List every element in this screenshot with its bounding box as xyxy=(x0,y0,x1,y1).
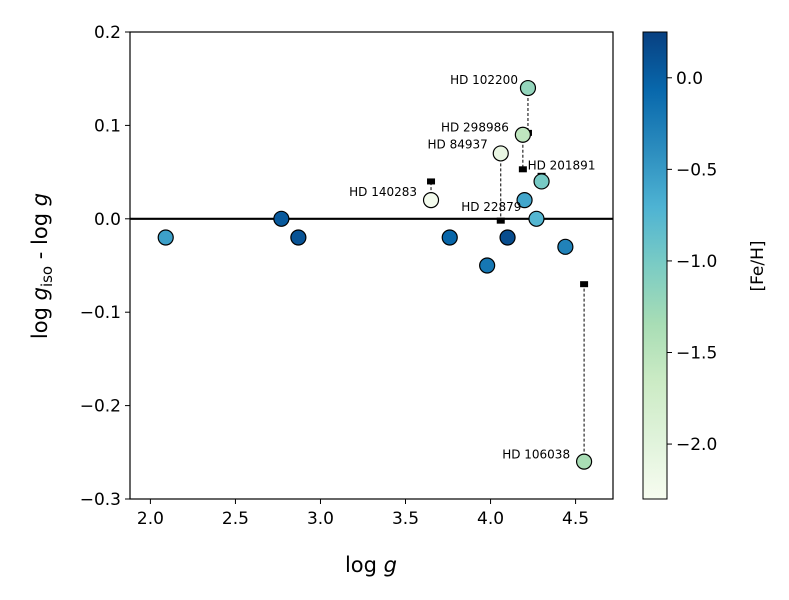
x-tick-label: 2.5 xyxy=(222,509,249,529)
data-point xyxy=(492,145,509,162)
data-point xyxy=(422,192,440,209)
y-tick-layer: 0.2 0.1 0.0 −0.1 −0.2 −0.3 xyxy=(80,23,130,510)
y-tick-label: 0.1 xyxy=(94,116,121,136)
y-axis-title-mid: - log xyxy=(28,206,52,266)
data-point xyxy=(533,173,550,190)
colorbar-tick-label: −2.0 xyxy=(676,435,717,455)
y-tick-label: −0.2 xyxy=(80,397,121,417)
colorbar-tick-label: −1.0 xyxy=(676,252,717,272)
y-tick-label: −0.3 xyxy=(80,490,121,510)
star-annotation: HD 106038 xyxy=(502,448,570,462)
data-point xyxy=(479,257,496,274)
colorbar-tick-label: −0.5 xyxy=(676,160,717,180)
x-tick-label: 3.5 xyxy=(392,509,419,529)
y-axis-title: log giso - log g xyxy=(28,193,56,339)
data-point xyxy=(516,192,533,209)
x-tick-label: 4.5 xyxy=(562,509,589,529)
x-tick-layer: 2.0 2.5 3.0 3.5 4.0 4.5 xyxy=(137,499,589,529)
iso-marker xyxy=(580,281,589,288)
star-annotation: HD 298986 xyxy=(441,121,509,135)
data-point xyxy=(514,126,531,143)
plot-area xyxy=(129,31,614,500)
star-annotation: HD 201891 xyxy=(528,158,596,172)
data-point xyxy=(528,210,545,227)
x-tick-label: 3.0 xyxy=(307,509,334,529)
data-point xyxy=(441,229,458,246)
y-axis-title-base: log xyxy=(28,300,52,339)
colorbar xyxy=(642,31,668,500)
star-annotation: HD 22879 xyxy=(461,200,521,214)
x-axis-title-base: log xyxy=(345,553,384,577)
colorbar-tick-label: −1.5 xyxy=(676,343,717,363)
colorbar-label: [Fe/H] xyxy=(748,240,768,291)
star-annotation: HD 84937 xyxy=(427,137,487,151)
star-annotation: HD 102200 xyxy=(450,73,518,87)
point-layer xyxy=(157,79,593,470)
y-axis-title-var2: g xyxy=(28,193,52,206)
y-tick-label: 0.0 xyxy=(94,210,121,230)
x-tick-label: 2.0 xyxy=(137,509,164,529)
data-point xyxy=(499,229,516,246)
data-point xyxy=(575,453,593,470)
iso-marker xyxy=(496,217,505,224)
data-point xyxy=(273,210,290,227)
colorbar-tick-label: 0.0 xyxy=(676,69,703,89)
data-point xyxy=(557,238,574,255)
y-tick-label: −0.1 xyxy=(80,303,121,323)
x-axis-title: log g xyxy=(345,553,397,577)
data-point xyxy=(157,229,174,246)
x-tick-label: 4.0 xyxy=(477,509,504,529)
colorbar-tick-layer: 0.0 −0.5 −1.0 −1.5 −2.0 xyxy=(667,69,717,455)
data-point xyxy=(290,229,307,246)
x-axis-title-var: g xyxy=(384,553,397,577)
y-tick-label: 0.2 xyxy=(94,23,121,43)
y-axis-title-sub: iso xyxy=(38,266,56,287)
data-point xyxy=(519,79,537,97)
annotation-layer: HD 140283 HD 84937 HD 102200 HD 298986 HD 20… xyxy=(349,73,595,462)
iso-marker xyxy=(518,166,527,173)
star-annotation: HD 140283 xyxy=(349,185,417,199)
y-axis-title-var1: g xyxy=(28,287,52,300)
iso-marker xyxy=(427,178,436,185)
